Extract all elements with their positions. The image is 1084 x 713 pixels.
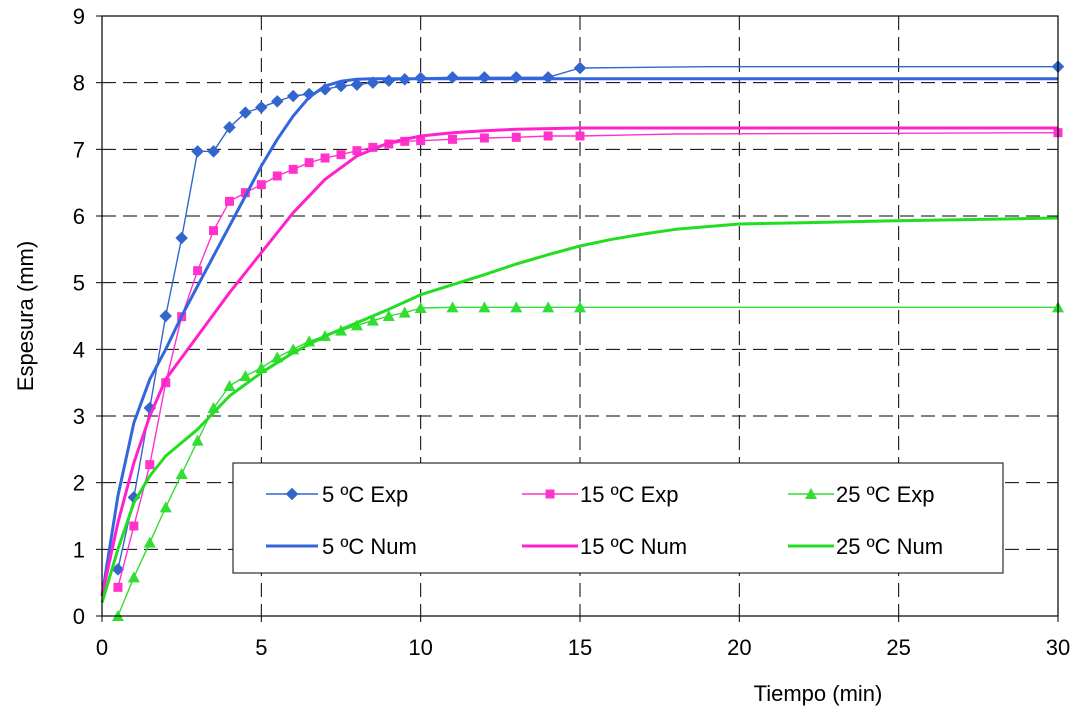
data-point: [127, 571, 140, 583]
data-point: [350, 319, 363, 331]
data-point: [479, 133, 489, 143]
legend-label: 15 ºC Num: [580, 534, 687, 559]
data-point: [159, 501, 172, 513]
data-point: [113, 582, 123, 592]
y-tick-label: 6: [73, 204, 85, 229]
data-point: [193, 266, 203, 276]
legend-item: 5 ºC Num: [266, 534, 417, 559]
data-point: [191, 144, 204, 158]
y-tick-label: 4: [73, 337, 85, 362]
x-tick-label: 20: [727, 635, 751, 660]
data-point: [352, 146, 362, 156]
y-tick-label: 7: [73, 137, 85, 162]
legend-label: 5 ºC Exp: [322, 482, 408, 507]
x-tick-label: 0: [96, 635, 108, 660]
y-tick-label: 9: [73, 4, 85, 29]
data-point: [302, 87, 316, 101]
data-point: [368, 142, 378, 152]
data-point: [175, 468, 188, 479]
x-tick-label: 5: [255, 635, 267, 660]
y-tick-label: 2: [73, 471, 85, 496]
data-point: [129, 521, 139, 531]
data-point: [478, 301, 491, 313]
legend: 5 ºC Exp 15 ºC Exp 25 ºC Exp 5 ºC Num 15 ºC …: [232, 462, 1004, 574]
data-point: [448, 134, 458, 144]
data-point: [511, 132, 521, 142]
data-point: [224, 196, 234, 206]
data-point: [272, 171, 282, 181]
axis-ticks: [96, 15, 1059, 622]
y-tick-label: 8: [73, 71, 85, 96]
legend-item: 25 ºC Num: [788, 534, 943, 559]
data-point: [398, 306, 411, 318]
x-tick-label: 30: [1046, 635, 1070, 660]
data-point: [320, 153, 330, 163]
data-point: [223, 380, 236, 391]
series-15-c-exp: [113, 128, 1063, 592]
data-point: [542, 301, 555, 313]
data-point: [175, 231, 189, 245]
data-point: [143, 536, 156, 548]
data-point: [350, 78, 364, 92]
data-point: [209, 226, 219, 236]
data-point: [575, 131, 585, 141]
data-point: [400, 136, 410, 146]
y-tick-label: 0: [73, 604, 85, 629]
data-point: [416, 136, 426, 146]
data-point: [304, 158, 314, 168]
data-point: [239, 370, 252, 381]
data-point: [574, 301, 586, 313]
data-point: [382, 310, 395, 321]
legend-item: 5 ºC Exp: [266, 482, 408, 507]
legend-swatch-marker: [805, 488, 817, 499]
x-tick-labels: 0 5 10 15 20 25 30: [96, 635, 1070, 660]
series-line: [100, 126, 1058, 597]
x-tick-label: 10: [408, 635, 432, 660]
legend-label: 25 ºC Exp: [836, 482, 935, 507]
legend-item: 15 ºC Exp: [522, 482, 679, 507]
legend-swatch-marker: [285, 487, 299, 501]
legend-box: [232, 462, 1004, 574]
legend-label: 15 ºC Exp: [580, 482, 679, 507]
x-axis-title: Tiempo (min): [754, 681, 883, 706]
data-point: [543, 131, 553, 141]
legend-swatch-marker: [545, 489, 555, 499]
series-15-c-num: [100, 126, 1058, 597]
y-tick-label: 5: [73, 271, 85, 296]
y-tick-labels: 0 1 2 3 4 5 6 7 8 9: [73, 4, 85, 629]
data-point: [336, 150, 346, 160]
series-5-c-num: [100, 77, 1058, 597]
x-tick-label: 25: [886, 635, 910, 660]
data-point: [145, 460, 155, 470]
legend-item: 25 ºC Exp: [788, 482, 935, 507]
data-point: [573, 61, 587, 75]
series-line: [100, 77, 1058, 597]
data-point: [239, 106, 252, 120]
series-layer: [100, 60, 1065, 621]
data-point: [254, 100, 268, 114]
data-point: [159, 309, 173, 323]
y-tick-label: 1: [73, 537, 85, 562]
data-point: [207, 144, 220, 158]
legend-label: 25 ºC Num: [836, 534, 943, 559]
data-point: [191, 434, 204, 446]
data-point: [414, 302, 427, 313]
data-point: [270, 94, 284, 108]
data-point: [366, 314, 379, 326]
data-point: [256, 180, 266, 190]
legend-item: 15 ºC Num: [522, 534, 687, 559]
series-25-c-num: [100, 216, 1059, 604]
y-axis-title: Espesura (mm): [13, 241, 38, 391]
x-tick-label: 15: [568, 635, 592, 660]
data-point: [240, 188, 250, 198]
series-line: [100, 216, 1059, 604]
y-tick-label: 3: [73, 404, 85, 429]
legend-label: 5 ºC Num: [322, 534, 417, 559]
data-point: [510, 301, 523, 313]
data-point: [446, 301, 459, 313]
data-point: [286, 89, 300, 103]
data-point: [223, 120, 236, 134]
data-point: [288, 164, 298, 174]
